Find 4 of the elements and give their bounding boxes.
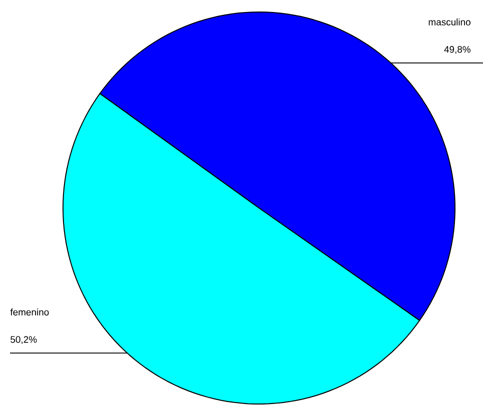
data-label: 49,8%: [444, 46, 470, 54]
slice-label: femenino: [10, 308, 49, 316]
data-label: 50,2%: [10, 336, 37, 344]
slice-label: masculino: [428, 18, 470, 26]
